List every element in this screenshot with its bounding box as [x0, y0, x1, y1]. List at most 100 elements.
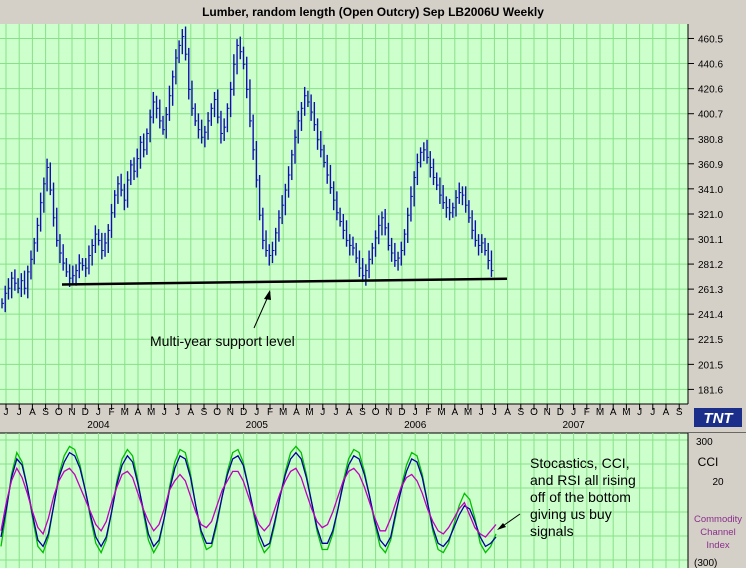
price-axis-label: 201.5: [698, 360, 723, 371]
time-axis-month-label: N: [68, 407, 75, 418]
time-axis-month-label: J: [4, 407, 9, 418]
support-arrow: [253, 290, 271, 329]
support-level-line: [61, 277, 508, 286]
price-axis-label: 241.4: [698, 310, 723, 321]
indicator-name-label: CCI: [698, 455, 719, 469]
indicator-annotation-line: off of the bottom: [530, 489, 631, 505]
time-axis-month-label: D: [557, 407, 564, 418]
time-axis-month-label: S: [201, 407, 208, 418]
price-axis-label: 221.5: [698, 335, 723, 346]
indicator-annotation-line: Stocastics, CCI,: [530, 455, 630, 471]
time-axis-month-label: J: [637, 407, 642, 418]
price-axis-label: 440.6: [698, 60, 723, 71]
time-axis-month-label: N: [227, 407, 234, 418]
time-axis-month-label: J: [413, 407, 418, 418]
time-axis-month-label: N: [544, 407, 551, 418]
time-axis-month-label: M: [279, 407, 287, 418]
time-axis-month-label: J: [479, 407, 484, 418]
indicator-arrow: [497, 513, 521, 530]
indicator-series-line: [0, 466, 497, 538]
time-axis-month-label: J: [334, 407, 339, 418]
indicator-axis-label: (300): [694, 558, 717, 568]
time-axis-year-label: 2006: [404, 420, 427, 431]
time-axis-month-label: O: [530, 407, 538, 418]
time-axis-month-label: A: [293, 407, 300, 418]
time-axis-month-label: N: [385, 407, 392, 418]
time-axis-year-label: 2007: [562, 420, 585, 431]
time-axis-month-label: J: [492, 407, 497, 418]
time-axis-month-label: F: [425, 407, 431, 418]
indicator-annotation-line: giving us buy: [530, 506, 612, 522]
time-axis-month-label: A: [610, 407, 617, 418]
indicator-y-axis: 300 CCI 20 Commodity Channel Index (300): [694, 437, 742, 568]
indicator-axis-background: [688, 433, 746, 568]
price-axis-label: 341.0: [698, 185, 723, 196]
time-axis-month-label: J: [162, 407, 167, 418]
price-bars: [1, 26, 494, 313]
price-axis-label: 400.7: [698, 110, 723, 121]
time-axis-month-label: J: [17, 407, 22, 418]
time-axis-year-label: 2005: [246, 420, 269, 431]
time-axis-month-label: O: [55, 407, 63, 418]
price-axis-label: 261.3: [698, 285, 723, 296]
time-axis-month-label: S: [517, 407, 524, 418]
time-axis-month-label: A: [187, 407, 194, 418]
tnt-logo: [694, 408, 742, 427]
support-annotation: Multi-year support level: [150, 333, 295, 349]
time-axis-month-label: O: [213, 407, 221, 418]
indicator-axis-label: 300: [696, 437, 713, 448]
indicator-series-line: [0, 451, 497, 548]
time-axis-month-label: J: [96, 407, 101, 418]
price-axis-label: 380.8: [698, 135, 723, 146]
time-axis-month-label: D: [82, 407, 89, 418]
indicator-annotation-line: and RSI all rising: [530, 472, 636, 488]
indicator-annotation: Stocastics, CCI, and RSI all rising off of…: [530, 455, 636, 539]
price-axis-label: 460.5: [698, 34, 723, 45]
time-axis-month-label: J: [650, 407, 655, 418]
indicator-axis-label: 20: [712, 477, 724, 488]
time-axis-month-label: A: [135, 407, 142, 418]
time-axis-month-label: F: [267, 407, 273, 418]
price-y-axis: 460.5 440.6 420.6 400.7 380.8 360.9 341.0 321.0…: [688, 34, 723, 396]
price-axis-background: [688, 24, 746, 404]
price-axis-label: 181.6: [698, 385, 723, 396]
time-axis-month-label: A: [29, 407, 36, 418]
time-axis-month-label: A: [504, 407, 511, 418]
price-axis-label: 301.1: [698, 235, 723, 246]
time-axis-month-label: S: [676, 407, 683, 418]
time-axis-month-label: J: [571, 407, 576, 418]
tnt-logo-text: TNT: [703, 410, 734, 427]
time-axis-month-label: M: [437, 407, 445, 418]
time-axis-month-label: M: [305, 407, 313, 418]
time-axis-year-label: 2004: [87, 420, 110, 431]
time-axis-month-label: J: [320, 407, 325, 418]
time-axis-month-label: D: [240, 407, 247, 418]
time-axis-month-label: S: [359, 407, 366, 418]
time-axis-month-label: A: [451, 407, 458, 418]
time-axis-month-label: M: [121, 407, 129, 418]
indicator-lines: [0, 445, 497, 555]
time-axis-month-label: S: [42, 407, 49, 418]
price-axis-label: 281.2: [698, 260, 723, 271]
time-axis-month-label: J: [175, 407, 180, 418]
time-axis-month-label: O: [372, 407, 380, 418]
time-axis-month-label: F: [109, 407, 115, 418]
time-axis-month-label: F: [584, 407, 590, 418]
price-axis-label: 360.9: [698, 160, 723, 171]
time-axis-month-label: M: [464, 407, 472, 418]
time-axis-month-label: A: [663, 407, 670, 418]
indicator-legend-label: Index: [706, 540, 729, 551]
chart-title: Lumber, random length (Open Outcry) Sep …: [202, 5, 544, 19]
price-axis-label: 321.0: [698, 210, 723, 221]
time-axis-month-label: J: [254, 407, 259, 418]
time-axis-month-label: A: [346, 407, 353, 418]
time-axis-month-label: M: [147, 407, 155, 418]
indicator-annotation-line: signals: [530, 523, 574, 539]
indicator-legend-label: Commodity: [694, 514, 742, 525]
time-axis-month-label: M: [596, 407, 604, 418]
time-axis-month-label: D: [398, 407, 405, 418]
indicator-legend-label: Channel: [700, 527, 735, 538]
time-axis-month-label: M: [622, 407, 630, 418]
